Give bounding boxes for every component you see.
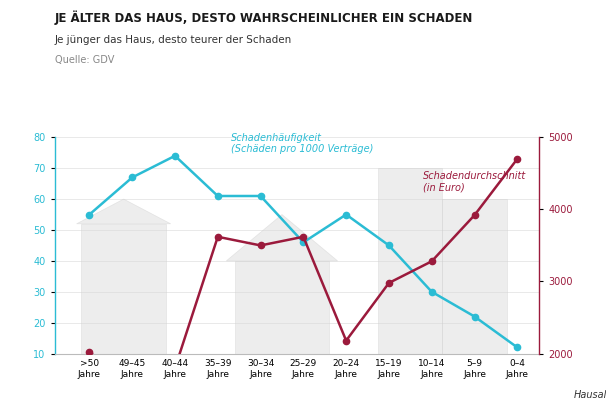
Bar [442, 199, 507, 354]
Bar [81, 224, 167, 354]
Text: Quelle: GDV: Quelle: GDV [55, 55, 114, 65]
Bar [235, 261, 329, 354]
Text: JE ÄLTER DAS HAUS, DESTO WAHRSCHEINLICHER EIN SCHADEN: JE ÄLTER DAS HAUS, DESTO WAHRSCHEINLICHE… [55, 10, 473, 25]
Text: Schadenhäufigkeit
(Schäden pro 1000 Verträge): Schadenhäufigkeit (Schäden pro 1000 Vert… [231, 133, 373, 154]
Bar [378, 168, 442, 354]
Text: Hausalter: Hausalter [573, 390, 606, 400]
Polygon shape [226, 215, 338, 261]
Text: Schadendurchschnitt
(in Euro): Schadendurchschnitt (in Euro) [423, 171, 527, 193]
Polygon shape [76, 199, 171, 224]
Text: Je jünger das Haus, desto teurer der Schaden: Je jünger das Haus, desto teurer der Sch… [55, 35, 292, 45]
